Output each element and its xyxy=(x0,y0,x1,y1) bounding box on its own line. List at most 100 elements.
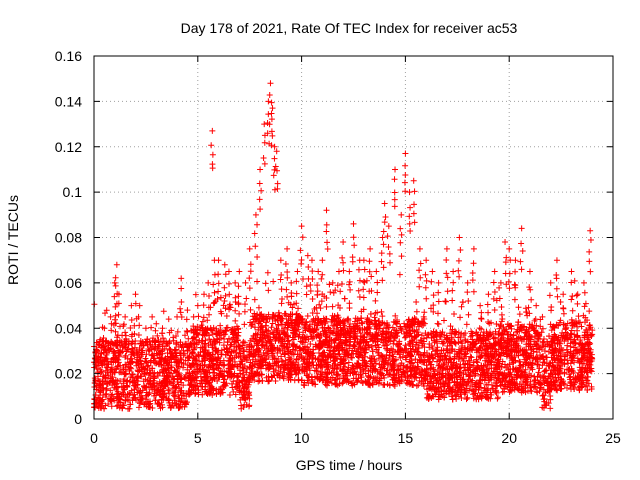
data-point xyxy=(512,382,519,389)
data-point xyxy=(567,330,574,337)
data-point xyxy=(202,337,209,344)
data-point xyxy=(587,349,594,356)
data-point xyxy=(102,346,109,353)
data-point xyxy=(228,349,235,356)
data-point xyxy=(322,329,329,336)
data-point xyxy=(460,358,467,365)
data-point xyxy=(261,332,268,339)
data-point xyxy=(340,373,347,380)
data-point xyxy=(219,368,226,375)
data-point xyxy=(282,357,289,364)
data-point xyxy=(357,349,364,356)
data-point xyxy=(206,336,213,343)
data-point xyxy=(428,379,435,386)
data-point xyxy=(564,349,571,356)
data-point xyxy=(439,329,446,336)
data-point xyxy=(274,328,281,335)
data-point xyxy=(475,346,482,353)
data-point xyxy=(257,312,264,319)
data-point xyxy=(379,313,386,320)
data-point xyxy=(366,321,373,328)
data-point xyxy=(284,344,291,351)
data-point xyxy=(340,379,347,386)
data-point xyxy=(330,327,337,334)
data-point xyxy=(339,380,346,387)
data-point xyxy=(164,353,171,360)
data-point xyxy=(494,394,501,401)
data-point xyxy=(381,381,388,388)
data-point xyxy=(568,380,575,387)
data-point xyxy=(172,368,179,375)
data-point xyxy=(453,329,460,336)
data-point xyxy=(443,388,450,395)
data-point xyxy=(511,354,518,361)
data-point xyxy=(469,336,476,343)
data-point xyxy=(520,372,527,379)
data-point xyxy=(364,316,371,323)
data-point xyxy=(466,387,473,394)
data-point xyxy=(213,390,220,397)
data-point xyxy=(466,372,473,379)
data-point xyxy=(413,382,420,389)
data-point xyxy=(471,341,478,348)
data-point xyxy=(474,392,481,399)
data-point xyxy=(523,326,530,333)
data-point xyxy=(547,396,554,403)
data-point xyxy=(161,377,168,384)
data-point xyxy=(493,390,500,397)
data-point xyxy=(473,329,480,336)
data-point xyxy=(545,373,552,380)
data-point xyxy=(503,328,510,335)
data-point xyxy=(367,367,374,374)
data-point xyxy=(247,337,254,344)
data-point xyxy=(263,374,270,381)
data-point xyxy=(459,299,466,306)
data-point xyxy=(362,370,369,377)
data-point xyxy=(195,331,202,338)
data-point xyxy=(467,353,474,360)
data-point xyxy=(571,277,578,284)
data-point xyxy=(164,360,171,367)
data-point xyxy=(560,378,567,385)
data-point xyxy=(575,369,582,376)
data-point xyxy=(290,336,297,343)
data-point xyxy=(497,323,504,330)
data-point xyxy=(202,373,209,380)
data-point xyxy=(396,366,403,373)
data-point xyxy=(320,376,327,383)
data-point xyxy=(323,294,330,301)
data-point xyxy=(561,361,568,368)
data-point xyxy=(319,342,326,349)
data-point xyxy=(570,350,577,357)
data-point xyxy=(383,367,390,374)
data-point xyxy=(240,347,247,354)
data-point xyxy=(217,308,224,315)
data-point xyxy=(269,356,276,363)
data-point xyxy=(379,319,386,326)
data-point xyxy=(165,396,172,403)
data-point xyxy=(248,323,255,330)
data-point xyxy=(142,365,149,372)
data-point xyxy=(300,275,307,282)
data-point xyxy=(500,350,507,357)
data-point xyxy=(113,390,120,397)
data-point xyxy=(250,316,257,323)
data-point xyxy=(316,337,323,344)
data-point xyxy=(354,377,361,384)
data-point xyxy=(500,324,507,331)
data-point xyxy=(489,345,496,352)
data-point xyxy=(177,355,184,362)
data-point xyxy=(488,358,495,365)
data-point xyxy=(542,389,549,396)
data-point xyxy=(221,298,228,305)
data-point xyxy=(192,357,199,364)
data-point xyxy=(531,338,538,345)
data-point xyxy=(269,374,276,381)
data-point xyxy=(369,348,376,355)
data-point xyxy=(292,367,299,374)
data-point xyxy=(377,369,384,376)
data-point xyxy=(195,368,202,375)
data-point xyxy=(251,377,258,384)
data-point xyxy=(413,299,420,306)
data-point xyxy=(131,344,138,351)
